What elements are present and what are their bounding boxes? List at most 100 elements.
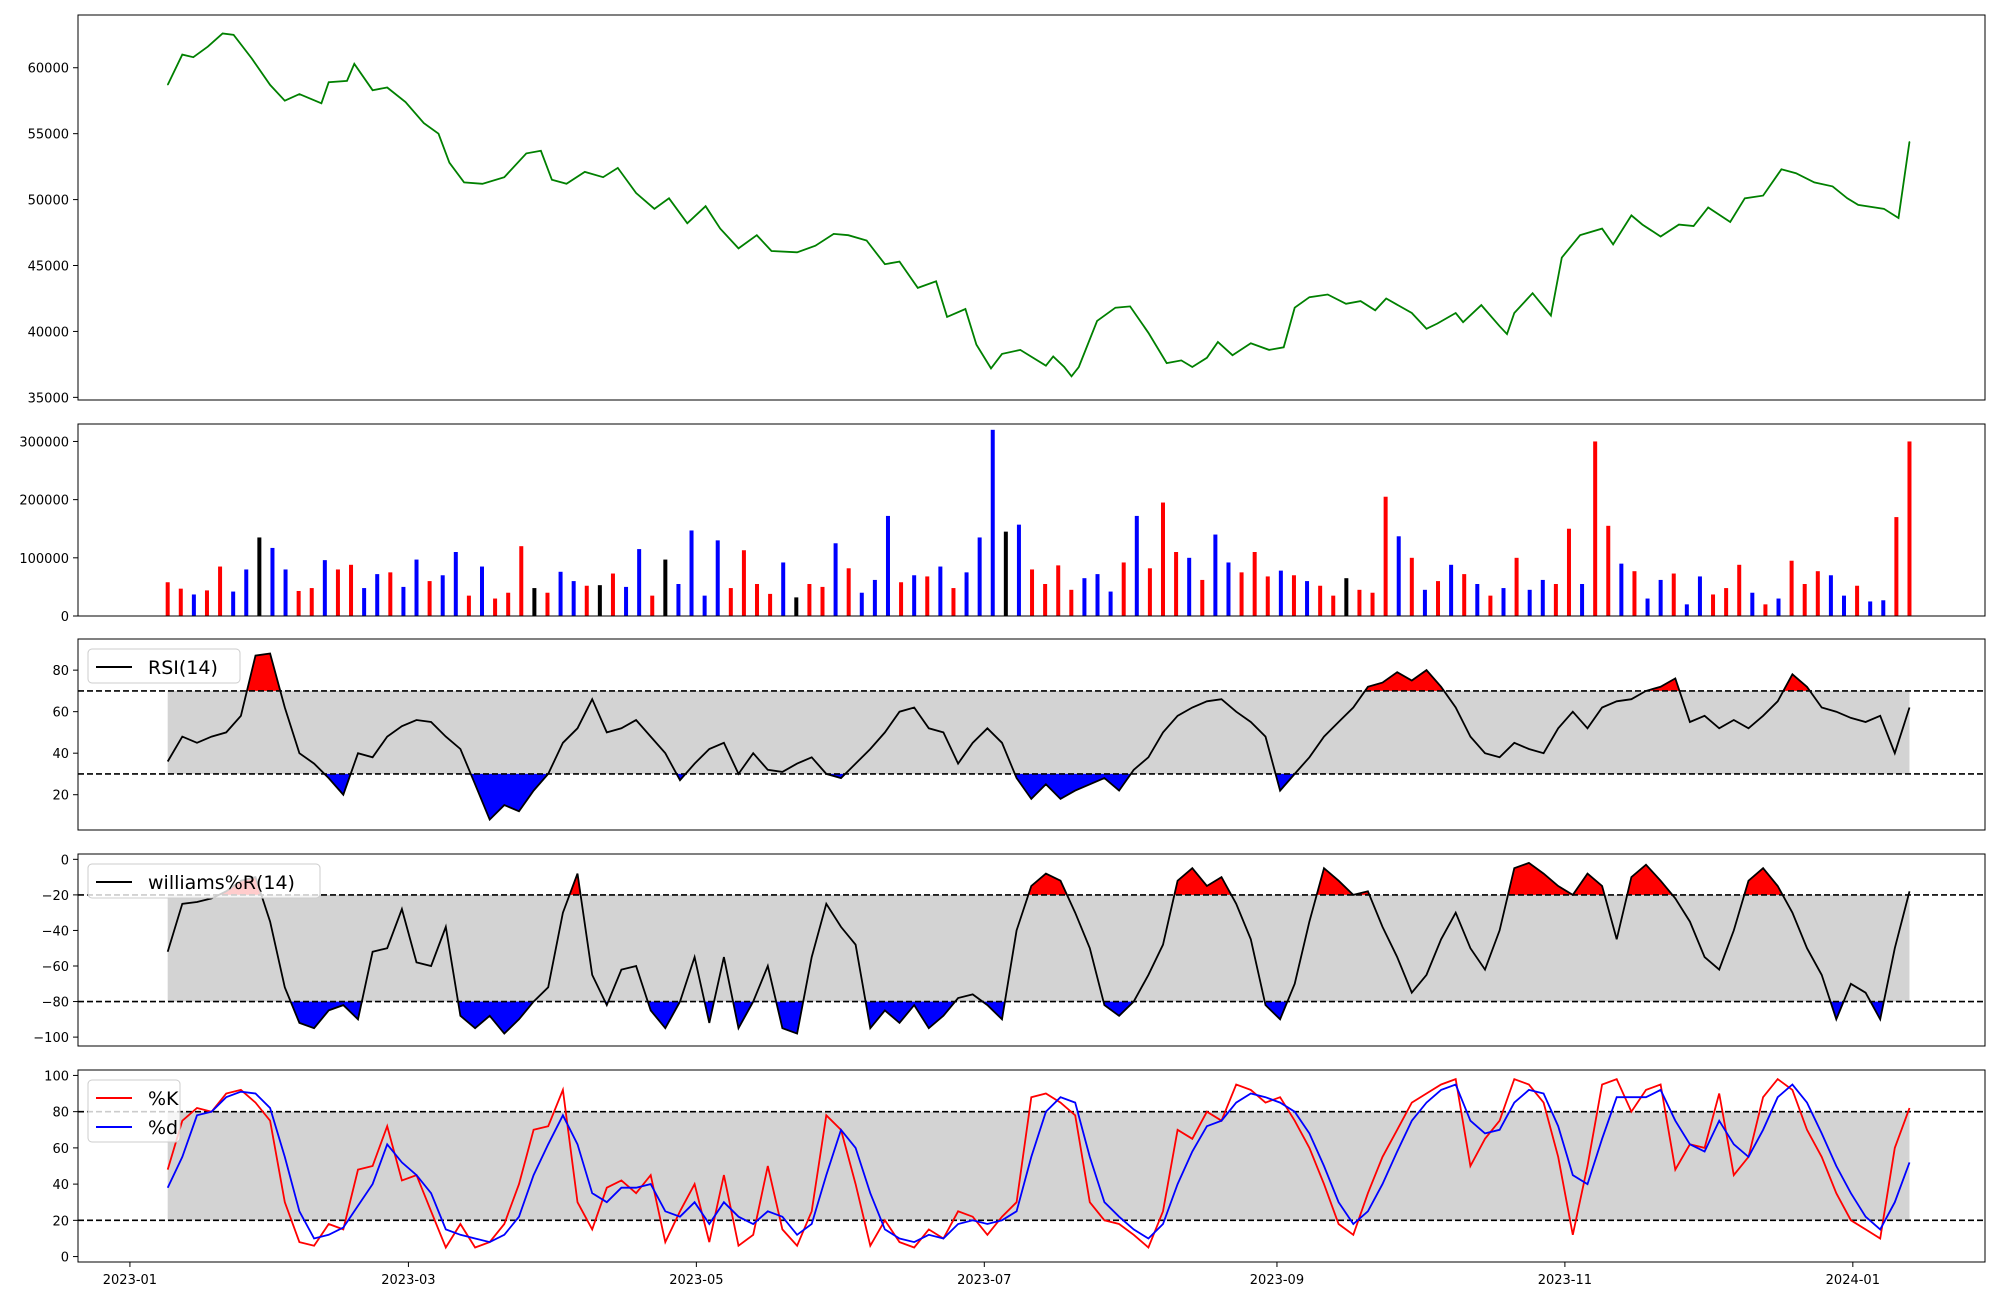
price-data-point — [1096, 320, 1098, 322]
price-data-point — [1660, 236, 1662, 238]
price-data-point — [738, 247, 740, 249]
volume-bar — [768, 593, 773, 616]
volume-bar — [1422, 589, 1427, 616]
price-data-point — [207, 46, 209, 48]
price-data-point — [1374, 309, 1376, 311]
price-data-point — [1019, 349, 1021, 351]
volume-bar — [519, 546, 524, 616]
x-axis-tick-label: 2024-01 — [1826, 1273, 1880, 1288]
price-data-point — [1078, 366, 1080, 368]
price-data-point — [1678, 224, 1680, 226]
williams-overbought-fill — [1316, 868, 1354, 895]
volume-bar — [1475, 584, 1480, 616]
volume-bar — [1016, 524, 1021, 616]
volume-bar — [270, 547, 275, 616]
volume-ytick-label: 200000 — [19, 494, 69, 509]
price-data-point — [437, 133, 439, 135]
volume-bar — [1566, 528, 1571, 616]
volume-bar — [1881, 600, 1886, 616]
volume-bar — [1724, 588, 1729, 616]
volume-bar — [466, 595, 471, 616]
price-data-point — [328, 81, 330, 83]
williams-oversold-fill — [1103, 1001, 1134, 1016]
volume-bar — [1619, 563, 1624, 616]
volume-bar — [676, 584, 681, 616]
price-data-point — [1744, 197, 1746, 199]
price-data-point — [796, 251, 798, 253]
volume-bar — [1200, 579, 1205, 616]
volume-bar — [1121, 562, 1126, 616]
williams-ytick-label: −40 — [42, 924, 69, 939]
williams-legend-box — [87, 863, 321, 899]
price-data-point — [1561, 257, 1563, 259]
price-data-point — [551, 179, 553, 181]
volume-bar — [1056, 565, 1061, 616]
price-data-point — [269, 84, 271, 86]
price-data-point — [1166, 362, 1168, 364]
volume-bar — [375, 574, 380, 616]
volume-bar — [1697, 576, 1702, 616]
rsi-legend-label: RSI(14) — [148, 657, 218, 679]
volume-bar — [1632, 571, 1637, 616]
volume-bar — [1593, 441, 1598, 616]
stochastic-ytick-label: 60 — [52, 1142, 69, 1157]
price-data-point — [353, 63, 355, 65]
stochastic-axes-frame — [77, 1069, 1986, 1263]
price-data-point — [1846, 197, 1848, 199]
stochastic-d-line — [166, 1083, 1911, 1244]
price-data-point — [1630, 214, 1632, 216]
volume-bar — [414, 559, 419, 616]
williams-ytick-label: −20 — [42, 889, 69, 904]
rsi-ytick-label: 40 — [52, 747, 69, 762]
rsi-axes-frame — [77, 638, 1986, 831]
volume-bar — [1252, 552, 1257, 616]
volume-bar — [204, 590, 209, 616]
price-data-point — [222, 32, 224, 34]
volume-bar — [1331, 595, 1336, 616]
volume-bar — [558, 571, 563, 616]
volume-bar — [1514, 557, 1519, 616]
volume-bar — [349, 564, 354, 616]
volume-bar — [715, 540, 720, 616]
volume-axes-frame — [77, 423, 1986, 617]
price-data-point — [1191, 366, 1193, 368]
volume-bar — [178, 588, 183, 616]
price-data-point — [320, 102, 322, 104]
stochastic-k-line — [166, 1077, 1911, 1250]
volume-bar — [1043, 584, 1048, 616]
volume-bar — [1187, 557, 1192, 616]
price-ytick-label: 40000 — [28, 325, 69, 340]
volume-bar — [807, 584, 812, 616]
volume-bar — [571, 581, 576, 616]
volume-bar — [912, 575, 917, 616]
price-ytick-label: 45000 — [28, 260, 69, 275]
rsi-oversold-fill — [470, 773, 549, 820]
price-data-point — [1462, 321, 1464, 323]
volume-bar — [1828, 575, 1833, 616]
price-series-line — [166, 32, 1911, 378]
volume-bar — [1160, 502, 1165, 616]
volume-bar — [584, 585, 589, 616]
price-data-point — [1052, 355, 1054, 357]
volume-bar — [663, 559, 668, 616]
volume-bar — [335, 569, 340, 616]
price-data-point — [686, 222, 688, 224]
price-data-point — [1360, 300, 1362, 302]
stochastic-ytick-label: 0 — [61, 1251, 69, 1266]
volume-bar — [1134, 515, 1139, 616]
rsi-threshold-band — [167, 690, 1910, 774]
volume-bar — [1658, 579, 1663, 616]
volume-bar — [1855, 585, 1860, 616]
volume-bar — [637, 549, 642, 616]
x-axis-tick-label: 2023-01 — [103, 1273, 157, 1288]
volume-bar — [728, 588, 733, 616]
volume-bar — [1357, 589, 1362, 616]
stochastic-threshold-band — [167, 1111, 1910, 1221]
volume-bar — [244, 569, 249, 616]
price-data-point — [1001, 353, 1003, 355]
price-data-point — [705, 205, 707, 207]
williams-oversold-fill — [865, 1001, 956, 1029]
price-data-point — [1641, 224, 1643, 226]
